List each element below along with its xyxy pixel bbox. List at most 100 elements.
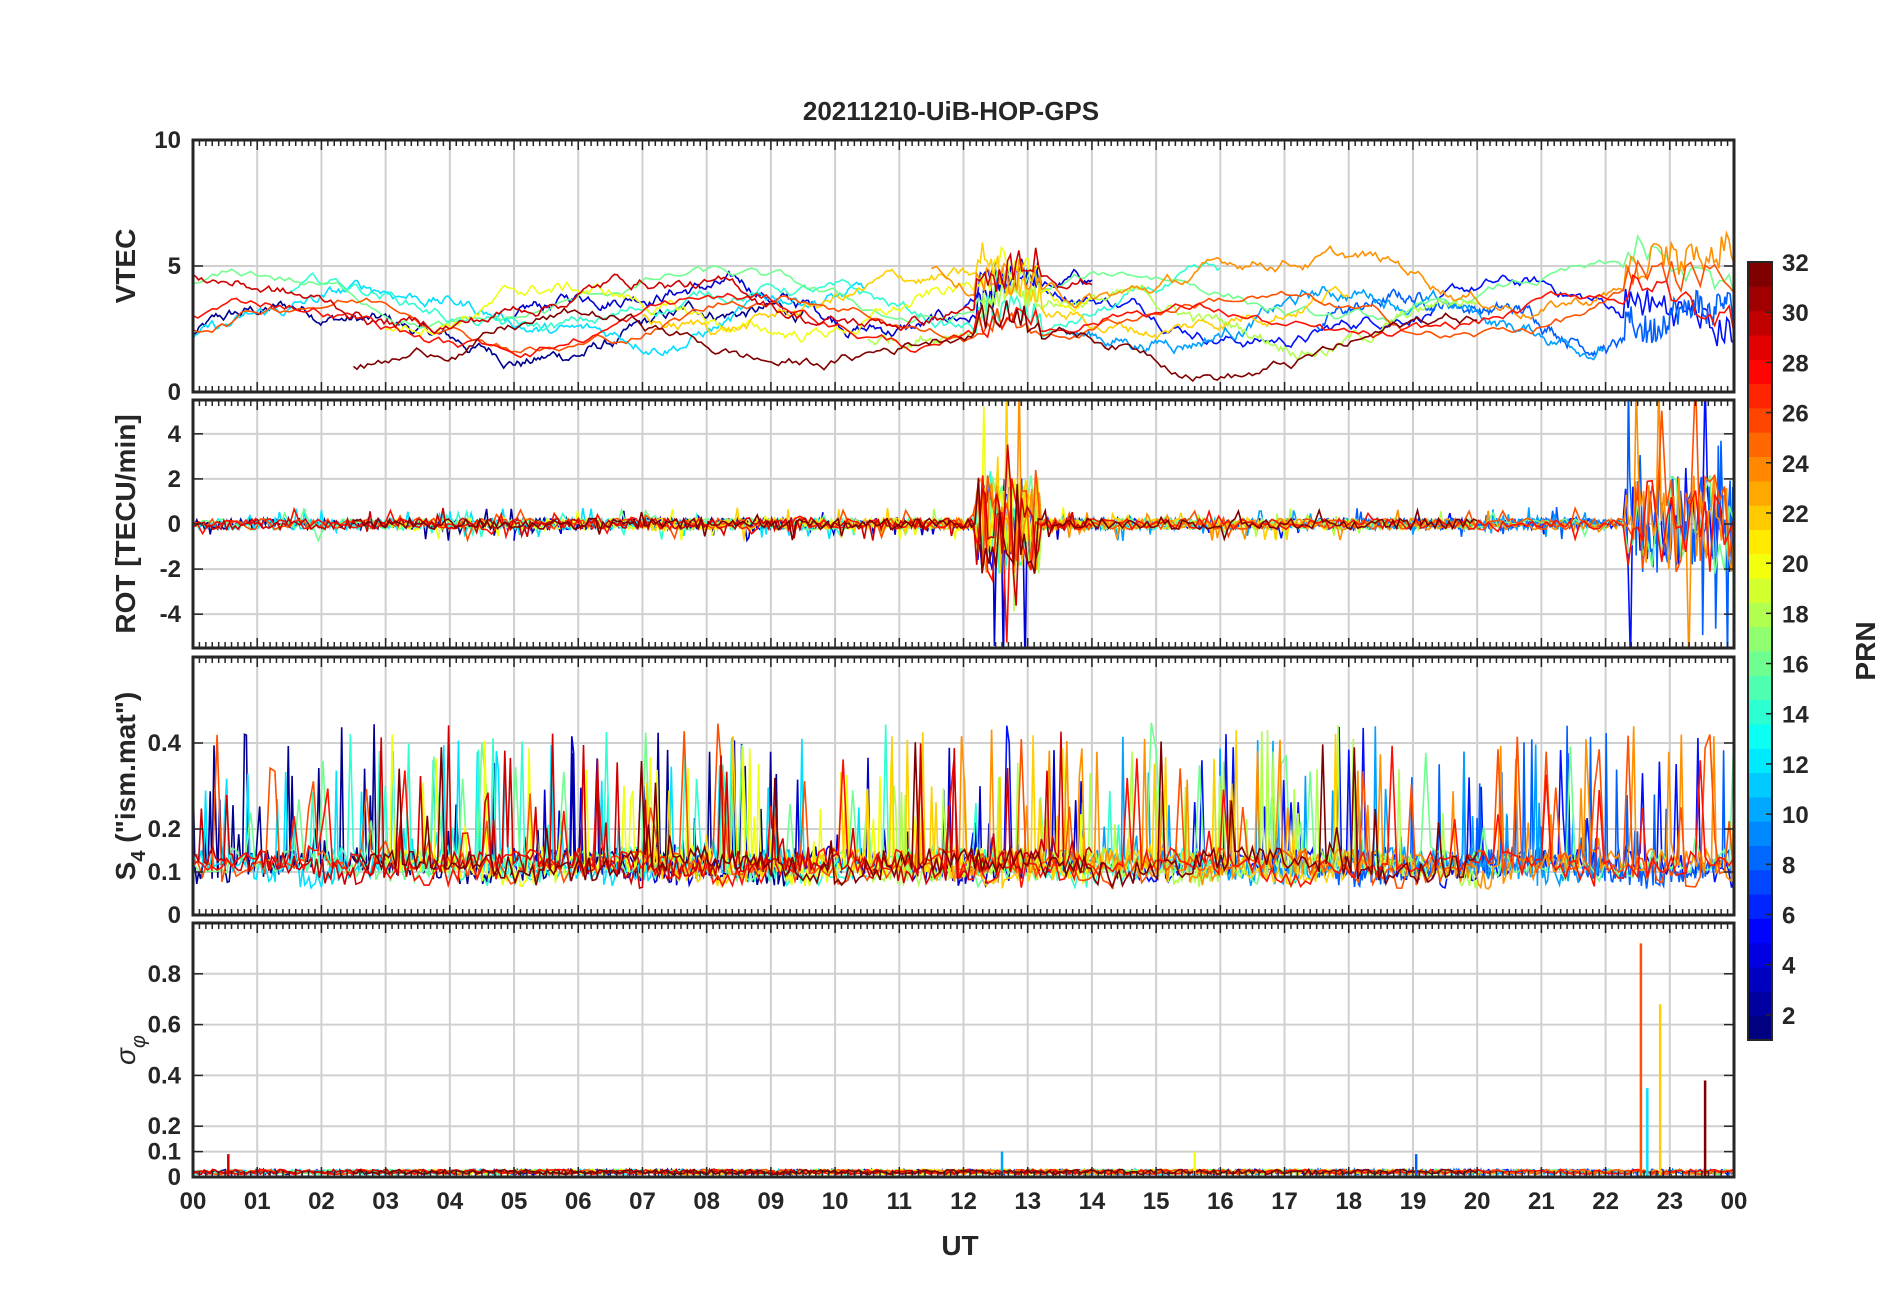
line-vtec-prn16	[193, 233, 1734, 330]
colorbar-tick-label: 6	[1782, 903, 1795, 930]
x-tick-label: 15	[1143, 1188, 1170, 1215]
series-s4	[193, 722, 1734, 890]
y-tick-label: 0.2	[148, 816, 181, 843]
y-axis-label-s4: S4 ("ism.mat")	[110, 692, 150, 881]
y-tick-label: 0.6	[148, 1012, 181, 1039]
minor-ticks-rot	[192, 400, 1735, 648]
x-tick-label: 14	[1079, 1188, 1106, 1215]
x-tick-label: 11	[887, 1188, 912, 1215]
colorbar-segment	[1748, 553, 1772, 579]
x-axis: 00 01 02 03 04 05 06 07 08 09 10 11 12 13 14 15 16 17 18 19…	[180, 1188, 1748, 1215]
x-tick-label: 21	[1528, 1188, 1555, 1215]
colorbar-segment	[1748, 480, 1772, 506]
colorbar-tick-label: 12	[1782, 752, 1809, 779]
colorbar-segment	[1748, 578, 1772, 603]
series-vtec	[193, 230, 1734, 383]
colorbar-segment	[1748, 942, 1772, 968]
x-tick-label: 04	[436, 1188, 463, 1215]
x-tick-label: 23	[1656, 1188, 1683, 1215]
x-tick-label: 06	[565, 1188, 592, 1215]
x-tick-label: 17	[1271, 1188, 1298, 1215]
grid-sigma	[193, 923, 1734, 1177]
colorbar-segment	[1748, 432, 1772, 457]
x-tick-label: 22	[1592, 1188, 1619, 1215]
line-rot-prn28	[193, 475, 1734, 643]
x-tick-label: 10	[822, 1188, 849, 1215]
x-tick-label: 01	[244, 1188, 271, 1215]
y-axis-label-rot: ROT [TECU/min]	[110, 414, 141, 633]
y-tick-label: 0	[168, 902, 181, 929]
line-s4-prn32	[352, 741, 1478, 890]
line-s4-prn28	[193, 745, 1734, 889]
y-tick-label: 4	[168, 421, 182, 448]
minor-ticks-sigma	[192, 923, 1735, 1177]
colorbar-segment	[1748, 334, 1772, 360]
x-tick-label: 07	[629, 1188, 656, 1215]
colorbar-tick-label: 32	[1782, 250, 1809, 277]
y-tick-label: 0	[168, 379, 181, 406]
y-tick-label: 2	[168, 466, 181, 493]
series-rot	[193, 400, 1734, 648]
x-tick-label: 05	[501, 1188, 528, 1215]
y-tick-label: 0.1	[148, 859, 181, 886]
panel-s4: 0 0.1 0.2 0.4S4 ("ism.mat")	[110, 655, 1736, 929]
colorbar-tick-label: 22	[1782, 501, 1809, 528]
colorbar-tick-label: 8	[1782, 852, 1795, 879]
colorbar-tick-label: 26	[1782, 401, 1809, 428]
colorbar-segment	[1748, 262, 1772, 287]
x-axis-label: UT	[941, 1230, 978, 1261]
x-tick-label: 09	[758, 1188, 785, 1215]
line-vtec-prn18	[867, 282, 1478, 362]
chart-title: 20211210-UiB-HOP-GPS	[803, 96, 1099, 126]
colorbar-segment	[1748, 869, 1772, 895]
y-tick-label: 0.1	[148, 1139, 181, 1166]
line-vtec-prn28	[193, 273, 1734, 359]
colorbar-segment	[1748, 918, 1772, 944]
colorbar-tick-label: 20	[1782, 551, 1809, 578]
grid-vtec	[193, 140, 1734, 392]
y-tick-label: 0.4	[148, 1062, 182, 1089]
line-sigma-prn32	[353, 1167, 1478, 1176]
x-tick-label: 13	[1014, 1188, 1041, 1215]
colorbar-segment	[1748, 821, 1772, 846]
line-vtec-prn32	[353, 300, 1478, 383]
y-tick-label: -4	[160, 601, 182, 628]
colorbar-segment	[1748, 407, 1772, 433]
line-vtec-prn22	[642, 242, 1350, 341]
colorbar-tick-label: 2	[1782, 1003, 1795, 1030]
colorbar-tick-label: 10	[1782, 802, 1809, 829]
line-vtec-prn5	[962, 260, 1734, 349]
y-axis-label-vtec: VTEC	[110, 229, 141, 304]
y-tick-label: 0.4	[148, 730, 182, 757]
colorbar-label: PRN	[1850, 621, 1881, 680]
colorbar-frame	[1747, 261, 1773, 1041]
y-tick-label: 0.2	[148, 1113, 181, 1140]
line-vtec-prn8	[1315, 288, 1734, 358]
line-vtec-prn30	[193, 247, 1093, 335]
colorbar-segment	[1748, 796, 1772, 822]
colorbar-tick-label: 16	[1782, 652, 1809, 679]
line-s4-prn30	[193, 725, 1093, 890]
x-tick-label: 00	[1721, 1188, 1748, 1215]
colorbar-segment	[1748, 748, 1772, 774]
colorbar-segment	[1748, 310, 1772, 336]
y-axis-label-sigma: σφ	[110, 1035, 150, 1065]
colorbar-segment	[1748, 456, 1772, 482]
colorbar-segment	[1748, 359, 1772, 385]
x-tick-label: 03	[372, 1188, 399, 1215]
y-tick-label: 10	[154, 127, 181, 154]
colorbar-segment	[1748, 699, 1772, 725]
y-tick-label: 0.8	[148, 961, 181, 988]
colorbar-tick-label: 4	[1782, 953, 1796, 980]
x-tick-label: 12	[950, 1188, 977, 1215]
line-rot-prn32	[353, 477, 1478, 574]
x-tick-label: 18	[1335, 1188, 1362, 1215]
colorbar-segment	[1748, 967, 1772, 992]
colorbar-tick-label: 18	[1782, 601, 1809, 628]
x-tick-label: 19	[1400, 1188, 1427, 1215]
colorbar-segment	[1748, 845, 1772, 871]
y-tick-label: 5	[168, 253, 181, 280]
panel-sigma: 00.10.2 0.4 0.6 0.8 σφ	[110, 921, 1736, 1191]
